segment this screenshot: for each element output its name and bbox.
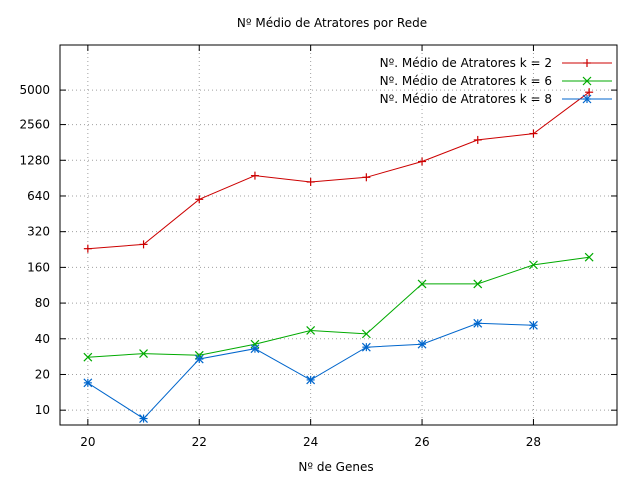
x-tick-label: 28	[526, 435, 541, 449]
data-point	[582, 94, 592, 104]
data-point	[583, 59, 591, 67]
grid	[60, 45, 617, 425]
data-point	[418, 157, 427, 166]
data-point	[306, 326, 316, 335]
y-tick-label: 160	[27, 260, 50, 274]
data-point	[83, 352, 93, 362]
y-tick-label: 1280	[19, 153, 50, 167]
y-tick-label: 2560	[19, 118, 50, 132]
data-point	[361, 329, 371, 339]
marker-stroke	[306, 326, 316, 335]
marker-stroke	[417, 339, 427, 349]
x-axis: 20 22 24 26 28	[80, 45, 541, 449]
marker-stroke	[417, 279, 427, 289]
marker-stroke	[582, 76, 592, 86]
marker-stroke	[306, 375, 316, 385]
data-point	[250, 344, 260, 354]
y-tick-label: 80	[35, 296, 50, 310]
data-point	[139, 240, 148, 249]
x-tick-label: 20	[80, 435, 95, 449]
y-tick-label: 320	[27, 225, 50, 239]
marker-stroke	[473, 279, 483, 289]
legend-item: Nº. Médio de Atratores k = 2	[380, 56, 612, 70]
data-point	[362, 173, 371, 182]
data-point	[83, 244, 92, 253]
data-point	[194, 354, 204, 364]
series-k2	[83, 88, 594, 253]
y-tick-label: 5000	[19, 83, 50, 97]
data-point	[473, 135, 482, 144]
legend-item: Nº. Médio de Atratores k = 6	[380, 74, 612, 88]
data-point	[582, 76, 592, 86]
data-point	[250, 339, 260, 349]
data-point	[306, 177, 315, 186]
marker-stroke	[529, 260, 538, 270]
marker-stroke	[529, 320, 538, 330]
series-k8	[83, 318, 538, 423]
x-tick-label: 26	[414, 435, 429, 449]
data-point	[585, 88, 594, 97]
data-point	[417, 339, 427, 349]
data-point	[584, 252, 594, 262]
data-point	[473, 318, 483, 328]
y-axis: 10 20 40 80 160 320 640 1280 2560 5000	[19, 83, 617, 417]
data-point	[83, 378, 93, 388]
legend-label: Nº. Médio de Atratores k = 8	[380, 92, 552, 106]
data-point	[250, 171, 259, 180]
marker-stroke	[361, 342, 371, 352]
data-point	[195, 195, 204, 204]
marker-stroke	[139, 414, 148, 423]
marker-stroke	[582, 94, 592, 104]
plot-frame	[59, 44, 618, 426]
y-tick-label: 640	[27, 189, 50, 203]
marker-stroke	[584, 252, 594, 262]
marker-stroke	[139, 349, 148, 359]
series-line	[87, 91, 590, 250]
marker-stroke	[194, 354, 204, 364]
marker-stroke	[361, 329, 371, 339]
marker-stroke	[250, 344, 260, 354]
data-point	[417, 279, 427, 289]
legend-item: Nº. Médio de Atratores k = 8	[380, 92, 612, 106]
y-tick-label: 40	[35, 332, 50, 346]
x-axis-label: Nº de Genes	[298, 460, 373, 474]
data-point	[529, 129, 538, 138]
data-point	[139, 414, 148, 423]
x-tick-label: 24	[303, 435, 318, 449]
data-point	[529, 260, 538, 270]
marker-stroke	[473, 318, 483, 328]
series-group	[83, 88, 594, 423]
data-point	[361, 342, 371, 352]
y-tick-label: 10	[35, 403, 50, 417]
chart-title: Nº Médio de Atratores por Rede	[237, 16, 427, 30]
series-line	[87, 256, 590, 358]
legend-label: Nº. Médio de Atratores k = 2	[380, 56, 552, 70]
y-tick-label: 20	[35, 367, 50, 381]
x-tick-label: 22	[192, 435, 207, 449]
legend-label: Nº. Médio de Atratores k = 6	[380, 74, 552, 88]
marker-stroke	[83, 378, 93, 388]
marker-stroke	[250, 339, 260, 349]
marker-stroke	[83, 352, 93, 362]
series-k6	[83, 252, 594, 362]
data-point	[529, 320, 538, 330]
legend: Nº. Médio de Atratores k = 2 Nº. Médio de…	[380, 56, 612, 106]
data-point	[139, 349, 148, 359]
data-point	[306, 375, 316, 385]
data-point	[473, 279, 483, 289]
